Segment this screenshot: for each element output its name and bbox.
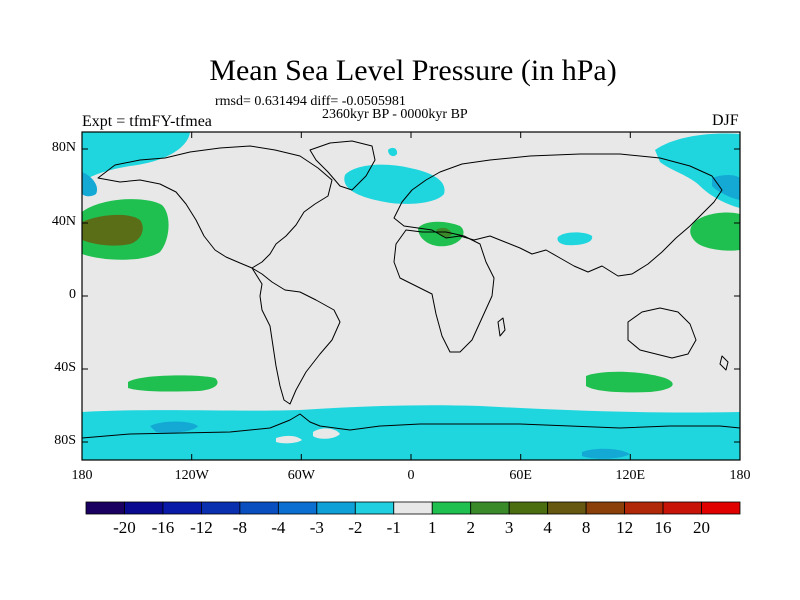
south-america-coast [251,267,341,405]
colorbar-label: -4 [271,518,286,537]
colorbar-swatch [201,501,241,515]
colorbar-swatch [316,501,356,515]
coastlines [82,140,740,439]
lat-label-40s: 40S [54,360,76,375]
colorbar-swatch [470,501,510,515]
madagascar-coast [497,317,506,337]
lon-label-120w: 120W [174,468,209,483]
colorbar-label: 12 [616,518,634,537]
colorbar-label: 8 [581,518,591,537]
colorbar-label: 2 [466,518,475,537]
anomaly-arctic-west-blue [82,172,98,197]
colorbar-label: 3 [504,518,514,537]
new-zealand-coast [719,355,729,371]
lat-label-0: 0 [69,287,76,302]
anomaly-north-atlantic-cyan [344,164,445,204]
anomaly-weddell-neutral-1 [276,435,302,444]
anomaly-south-pacific-green [128,375,218,392]
colorbar-label: -20 [113,518,136,537]
colorbar-swatch [701,501,741,515]
colorbar-swatch [354,501,395,515]
colorbar-swatch [393,501,433,515]
lon-label-180e: 180 [729,468,751,483]
colorbar-swatch [277,501,318,515]
rmsd-diff-stats: rmsd= 0.631494 diff= -0.0505981 [215,94,406,109]
anomaly-antarctic-blue-1 [150,421,198,433]
lat-label-40n: 40N [51,214,76,229]
colorbar-label: -2 [348,518,363,537]
experiment-label: Expt = tfmFY-tfmea [82,113,212,130]
colorbar-swatch [431,501,472,515]
lon-label-0: 0 [407,468,415,483]
lat-label-80s: 80S [54,433,76,448]
colorbar-swatch [508,501,549,515]
colorbar-label: 20 [693,518,711,537]
anomaly-arctic-east-blue [712,175,740,200]
colorbar-swatch [547,501,587,515]
anomaly-south-indian-green [586,371,673,393]
colorbar-swatch [162,501,202,515]
colorbar-swatch [239,501,279,515]
north-america-coast [97,145,333,269]
colorbar-label: -8 [232,518,247,537]
anomaly-antarctic-blue-2 [582,448,630,459]
australia-coast [627,307,697,359]
time-period: 2360kyr BP - 0000kyr BP [322,107,468,122]
colorbar [85,501,741,515]
colorbar-swatch [662,501,702,515]
colorbar-label: 4 [543,518,552,537]
colorbar-swatch [624,501,664,515]
anomaly-southern-ocean-cyan [82,405,740,460]
colorbar-swatch [585,501,625,515]
anomaly-greenland-cyan [388,147,398,157]
colorbar-label: -1 [386,518,401,537]
anomaly-north-pacific-dark [82,214,143,246]
colorbar-swatch [85,501,125,515]
colorbar-label: -3 [309,518,324,537]
lon-label-60w: 60W [287,468,315,483]
colorbar-label: 16 [654,518,672,537]
lat-label-80n: 80N [51,140,76,155]
eurasia-coast [393,153,723,277]
lon-label-60e: 60E [509,468,532,483]
colorbar-label: -16 [151,518,175,537]
greenland-coast [309,140,376,191]
lon-label-180w: 180 [71,468,93,483]
pressure-field [82,132,740,460]
map-title: Mean Sea Level Pressure (in hPa) [209,54,617,87]
colorbar-swatch [124,501,164,515]
antarctica-coast [82,413,740,439]
colorbar-label: -12 [190,518,213,537]
colorbar-label: 1 [427,518,437,537]
anomaly-asia-cyan [557,232,593,246]
africa-coast [393,229,495,353]
season-label: DJF [712,112,739,129]
lon-label-120e: 120E [615,468,646,483]
anomaly-west-pacific-green [690,212,740,251]
anomaly-weddell-neutral-2 [313,428,340,439]
axis-ticks [81,132,741,460]
